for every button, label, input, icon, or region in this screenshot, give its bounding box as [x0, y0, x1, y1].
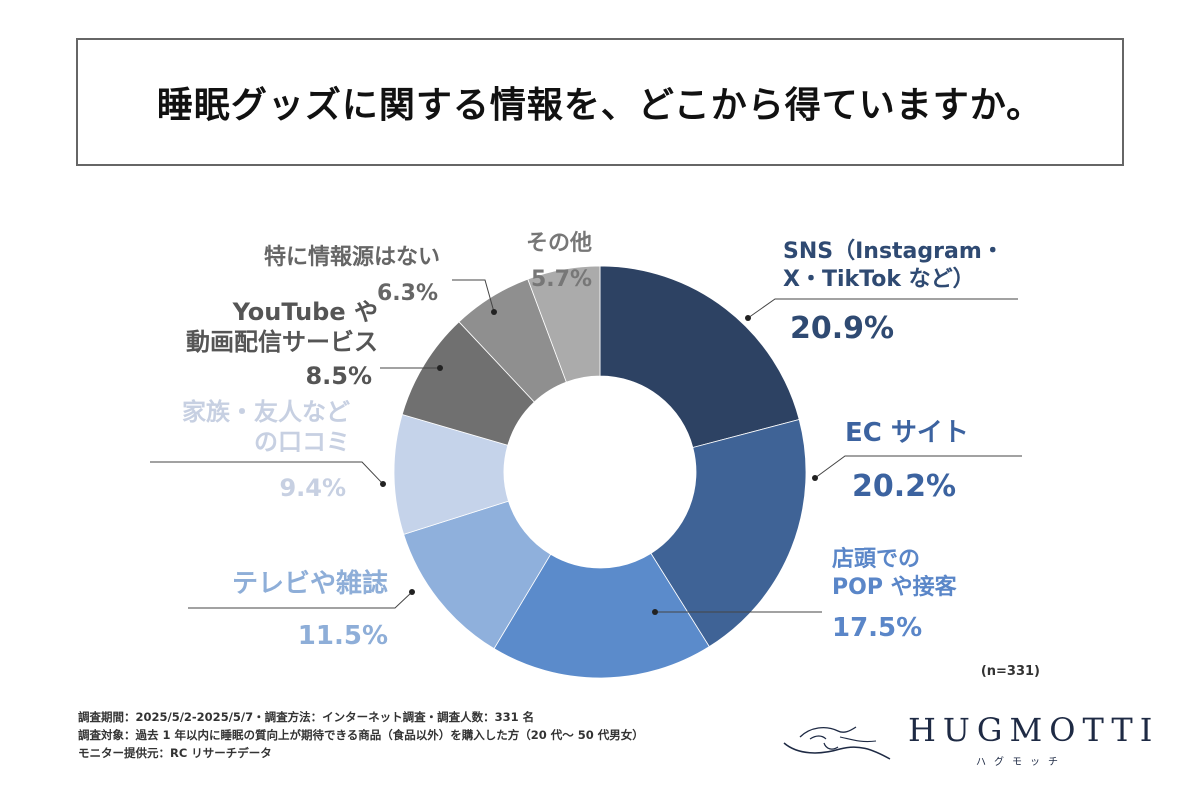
brand-logo: HUGMOTTI ハグモッチ — [780, 705, 1152, 775]
sample-size-note: (n=331) — [981, 664, 1040, 679]
slice-label-5-line-0: YouTube や — [232, 298, 378, 326]
leader-dot-5 — [437, 365, 443, 371]
slice-label-7-line-0: その他 — [526, 231, 592, 256]
slice-value-3: 11.5% — [298, 621, 388, 651]
footer-line-period: 調査期間：2025/5/2-2025/5/7・調査方法：インターネット調査・調査… — [78, 710, 535, 724]
slice-label-2-line-0: 店頭での — [832, 547, 920, 572]
donut-slice-1 — [650, 419, 807, 648]
leader-dot-1 — [812, 475, 818, 481]
donut-slice-7 — [527, 265, 601, 383]
slice-value-5: 8.5% — [305, 362, 372, 390]
slice-value-6: 6.3% — [377, 281, 438, 306]
slice-label-5-line-1: 動画配信サービス — [186, 328, 378, 356]
leader-line-0 — [747, 298, 1018, 319]
slice-label-4-line-0: 家族・友人など — [182, 398, 350, 426]
leader-line-6 — [452, 279, 495, 313]
donut-slice-0 — [599, 265, 800, 449]
slice-value-0: 20.9% — [790, 311, 894, 346]
slice-label-1-line-0: EC サイト — [845, 418, 969, 448]
slice-value-7: 5.7% — [531, 267, 592, 292]
slice-label-4-line-1: の口コミ — [254, 428, 350, 456]
leader-dot-6 — [491, 309, 497, 315]
logo-wordmark: HUGMOTTI — [908, 711, 1160, 749]
leader-dot-0 — [745, 315, 751, 321]
leader-line-4 — [150, 461, 384, 485]
sleeping-figure-icon — [783, 726, 891, 760]
leader-dot-3 — [409, 589, 415, 595]
slice-value-2: 17.5% — [832, 613, 922, 643]
slice-label-0-line-0: SNS（Instagram・ — [783, 239, 1004, 264]
footer-line-target: 調査対象：過去 1 年以内に睡眠の質向上が期待できる商品（食品以外）を購入した方… — [78, 728, 644, 742]
footer-line-source: モニター提供元：RC リサーチデータ — [78, 746, 272, 760]
slice-label-3-line-0: テレビや雑誌 — [232, 568, 388, 599]
leader-dot-2 — [652, 609, 658, 615]
slice-label-6-line-0: 特に情報源はない — [264, 244, 440, 270]
leader-dot-4 — [380, 481, 386, 487]
donut-slice-2 — [493, 552, 710, 679]
leader-line-1 — [814, 455, 1022, 479]
slice-label-2-line-1: POP や接客 — [832, 574, 958, 600]
slice-value-1: 20.2% — [852, 469, 956, 504]
logo-kana: ハグモッチ — [976, 757, 1066, 768]
chart-title: 睡眠グッズに関する情報を、どこから得ていますか。 — [156, 85, 1044, 126]
title-box: 睡眠グッズに関する情報を、どこから得ていますか。 — [76, 38, 1124, 166]
slice-label-0-line-1: X・TikTok など） — [783, 267, 975, 292]
leader-line-3 — [188, 591, 413, 609]
survey-footer: 調査期間：2025/5/2-2025/5/7・調査方法：インターネット調査・調査… — [78, 708, 644, 762]
slice-value-4: 9.4% — [279, 474, 346, 502]
